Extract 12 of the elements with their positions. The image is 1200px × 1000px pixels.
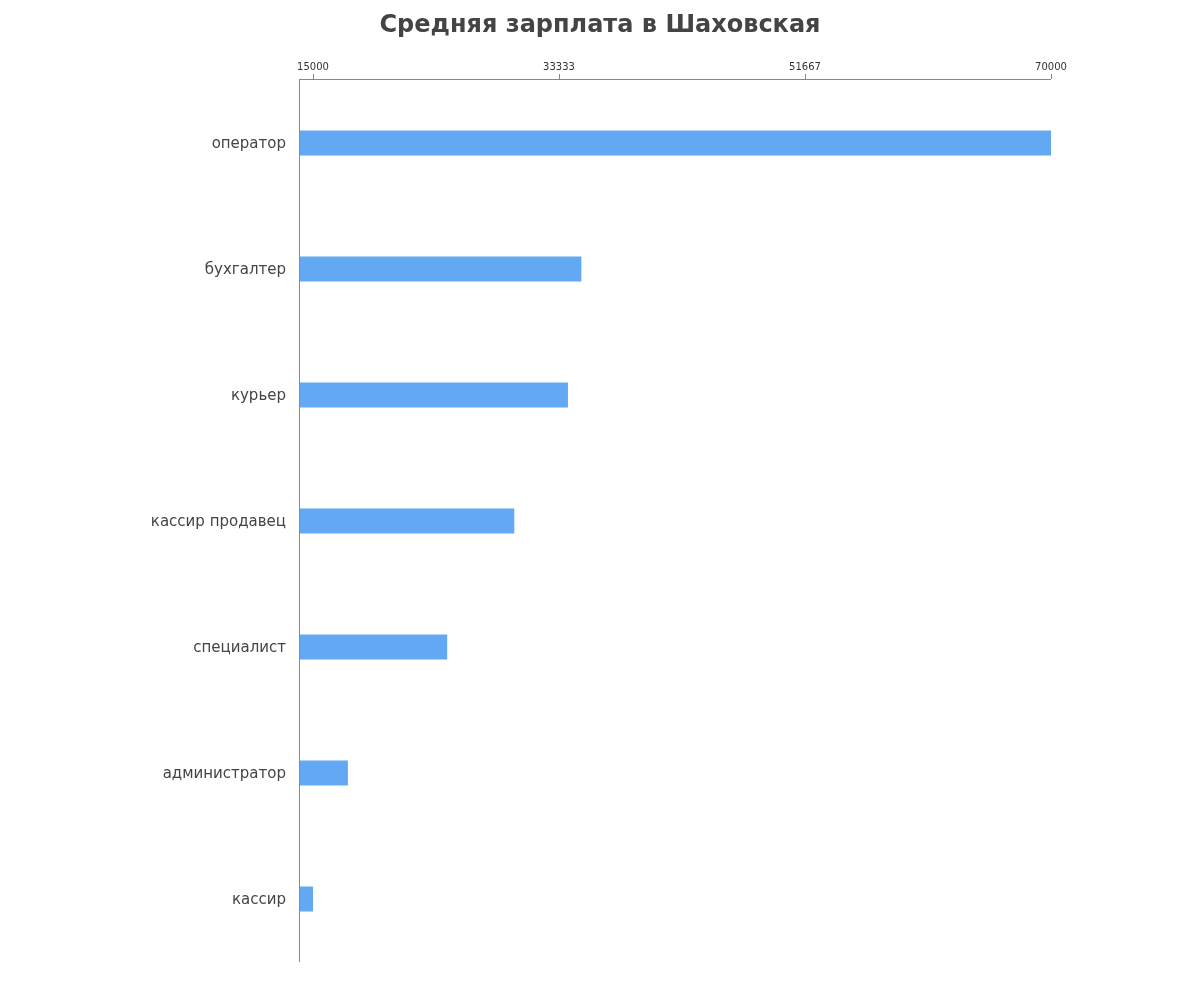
y-tick-label: кассир продавец [150, 512, 286, 531]
x-tick-label: 15000 [297, 61, 329, 72]
y-tick-label: курьер [230, 386, 286, 405]
y-tick-label: бухгалтер [204, 260, 286, 279]
y-tick-label: администратор [162, 764, 286, 783]
y-tick-label: специалист [193, 638, 287, 657]
y-tick-label: кассир [231, 890, 286, 909]
chart-title: Средняя зарплата в Шаховская [379, 9, 821, 38]
x-tick-label: 70000 [1035, 61, 1067, 72]
y-tick-label: оператор [211, 134, 286, 153]
x-tick-label: 33333 [543, 61, 575, 72]
x-tick-label: 51667 [789, 61, 821, 72]
